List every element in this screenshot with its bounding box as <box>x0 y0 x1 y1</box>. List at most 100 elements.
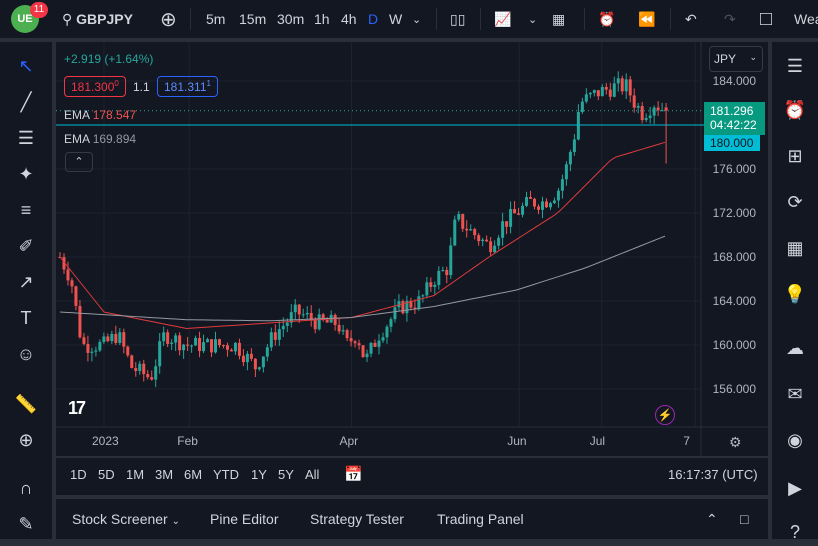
tab-trading-panel[interactable]: Trading Panel <box>437 511 524 527</box>
candle-body <box>321 314 325 320</box>
ema2-value: 169.894 <box>92 132 137 146</box>
calendar-icon[interactable]: ▦ <box>786 237 804 258</box>
interval-dropdown-icon[interactable]: ⌄ <box>412 13 422 26</box>
indicators-icon[interactable]: 📈 <box>494 10 512 27</box>
fib-icon[interactable]: ≡ <box>20 199 32 220</box>
notification-badge: 11 <box>30 2 48 18</box>
candle-body <box>186 344 190 346</box>
ema1-legend[interactable]: EMA 178.547 <box>64 108 136 122</box>
arrow-icon[interactable]: ↗ <box>18 271 34 292</box>
currency-select[interactable]: JPY ⌄ <box>709 46 763 72</box>
lightning-icon[interactable]: ⚡ <box>655 405 675 425</box>
alert-icon[interactable]: ⏰ <box>598 10 616 27</box>
candle-body <box>170 342 174 344</box>
time-tick: 7 <box>683 434 690 448</box>
ideas-bulb-icon[interactable]: 💡 <box>783 283 807 304</box>
symbol-search[interactable]: ⚲ GBPJPY <box>62 0 133 38</box>
candles-icon[interactable]: ▯▯ <box>450 10 466 27</box>
signals-icon[interactable]: ◉ <box>787 429 803 450</box>
cursor-icon[interactable]: ↖ <box>18 55 34 76</box>
spread-label: 1.1 <box>133 80 150 94</box>
interval-1h[interactable]: 1h <box>314 11 330 27</box>
buy-button[interactable]: 181.3111 <box>157 76 218 97</box>
trend-line-icon[interactable]: ╱ <box>20 91 32 112</box>
candle-body <box>214 339 218 353</box>
collapse-panel-icon[interactable]: ⌃ <box>706 511 718 527</box>
candle-body <box>556 190 560 201</box>
range-3M[interactable]: 3M <box>155 467 174 482</box>
utc-clock[interactable]: 16:17:37 (UTC) <box>668 467 758 482</box>
range-All[interactable]: All <box>305 467 320 482</box>
interval-30m[interactable]: 30m <box>277 11 305 27</box>
maximize-panel-icon[interactable]: □ <box>740 511 749 527</box>
settings-gear-icon[interactable]: ⚙ <box>729 434 742 450</box>
candle-body <box>162 332 166 342</box>
candle-body <box>461 214 465 229</box>
undo-icon[interactable]: ↶ <box>685 10 697 27</box>
range-5Y[interactable]: 5Y <box>278 467 294 482</box>
price-chart[interactable] <box>56 42 768 456</box>
compare-add-icon[interactable]: ⊕ <box>160 8 177 31</box>
brush-icon[interactable]: ✐ <box>18 235 34 256</box>
horizontal-lines-icon[interactable]: ☰ <box>17 127 35 148</box>
ema2-legend[interactable]: EMA 169.894 <box>64 132 136 146</box>
candle-body <box>194 338 198 346</box>
range-YTD[interactable]: YTD <box>213 467 239 482</box>
interval-15m[interactable]: 15m <box>239 11 267 27</box>
interval-W[interactable]: W <box>389 11 403 27</box>
price-tick: 156.000 <box>712 382 756 396</box>
range-1Y[interactable]: 1Y <box>251 467 267 482</box>
range-1M[interactable]: 1M <box>126 467 145 482</box>
chart-pane[interactable]: +2.919 (+1.64%) 181.3000 1.1 181.3111 EM… <box>56 42 768 456</box>
candle-body <box>576 111 580 140</box>
candle-body <box>517 213 521 215</box>
candle-body <box>146 374 150 378</box>
candle-body <box>628 79 632 96</box>
goto-date-icon[interactable]: 📅 <box>344 466 363 483</box>
candle-body <box>564 164 568 180</box>
lock-drawings-icon[interactable]: ✎ <box>18 513 34 534</box>
text-icon[interactable]: T <box>20 307 32 328</box>
candle-body <box>229 349 233 352</box>
candle-body <box>441 270 445 272</box>
messages-icon[interactable]: ✉ <box>787 383 803 404</box>
interval-4h[interactable]: 4h <box>341 11 357 27</box>
candle-body <box>86 343 90 353</box>
candle-body <box>469 229 473 231</box>
pattern-icon[interactable]: ✦ <box>18 163 34 184</box>
redo-icon[interactable]: ↷ <box>724 10 736 27</box>
zoom-in-icon[interactable]: ⊕ <box>18 429 34 450</box>
interval-5m[interactable]: 5m <box>206 11 226 27</box>
layout-grid-icon[interactable]: ▦ <box>552 10 566 27</box>
sell-button[interactable]: 181.3000 <box>64 76 126 97</box>
range-5D[interactable]: 5D <box>98 467 115 482</box>
candle-body <box>417 296 421 309</box>
indicators-dropdown-icon[interactable]: ⌄ <box>528 13 538 26</box>
ask-price: 181.311 <box>164 80 207 94</box>
watchlist-icon[interactable]: ☰ <box>786 55 804 76</box>
replay-icon[interactable]: ⏪ <box>638 10 656 27</box>
candle-body <box>377 340 381 347</box>
emoji-icon[interactable]: ☺ <box>16 343 36 364</box>
tab-strategy-tester[interactable]: Strategy Tester <box>310 511 404 527</box>
help-icon[interactable]: ? <box>789 521 800 542</box>
range-1D[interactable]: 1D <box>70 467 87 482</box>
add-list-icon[interactable]: ⊞ <box>787 145 803 166</box>
candle-body <box>644 118 648 121</box>
collapse-legend-button[interactable]: ⌃ <box>65 152 93 172</box>
candle-body <box>365 353 369 358</box>
tab-pine-editor[interactable]: Pine Editor <box>210 511 279 527</box>
hotlist-icon[interactable]: ⟳ <box>787 191 803 212</box>
ema1-value: 178.547 <box>92 108 137 122</box>
tab-label: Stock Screener <box>72 511 168 527</box>
range-6M[interactable]: 6M <box>184 467 203 482</box>
magnet-icon[interactable]: ∩ <box>19 477 33 498</box>
ruler-icon[interactable]: 📏 <box>14 393 38 414</box>
broadcast-icon[interactable]: ▶ <box>788 477 802 498</box>
alarm-clock-icon[interactable]: ⏰ <box>783 99 807 120</box>
tab-stock-screener[interactable]: Stock Screener ⌄ <box>72 511 180 527</box>
candle-body <box>660 110 664 112</box>
interval-D[interactable]: D <box>368 11 379 27</box>
chat-cloud-icon[interactable]: ☁ <box>786 337 804 358</box>
fullscreen-icon[interactable]: □ <box>760 7 773 30</box>
